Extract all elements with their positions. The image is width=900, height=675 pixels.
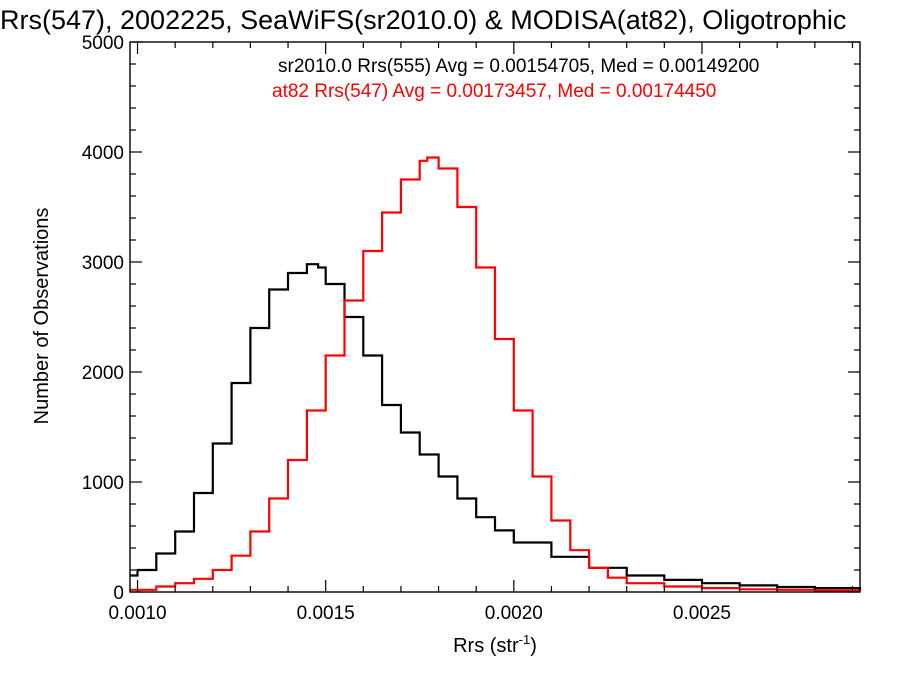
y-tick-label: 0 [113,583,124,604]
x-tick-label: 0.0010 [108,603,166,624]
x-axis-label-text: Rrs (str [453,635,519,657]
x-axis-label-superscript: -1 [519,632,531,647]
y-tick-label: 3000 [82,253,124,274]
x-tick-label: 0.0015 [297,603,355,624]
chart-title: Rrs(547), 2002225, SeaWiFS(sr2010.0) & M… [0,5,846,35]
legend-entry-series-1: sr2010.0 Rrs(555) Avg = 0.00154705, Med … [278,56,759,77]
y-tick-label: 4000 [82,143,124,164]
x-axis-label: Rrs (str-1) [453,632,537,657]
y-axis-label: Number of Observations [31,208,53,425]
plot-area: 0.0010 0.0015 0.0020 0.0025 0 1000 2000 3000 400… [82,33,862,624]
x-axis-label-suffix: ) [530,635,537,657]
y-tick-label: 5000 [82,33,124,54]
x-tick-label: 0.0025 [673,603,731,624]
y-tick-label: 1000 [82,473,124,494]
legend-entry-series-2: at82 Rrs(547) Avg = 0.00173457, Med = 0.… [272,81,716,102]
y-tick-label: 2000 [82,363,124,384]
series-line-1 [130,263,862,590]
series-line-2 [130,156,862,592]
x-tick-label: 0.0020 [485,603,543,624]
plot-frame [129,41,861,593]
